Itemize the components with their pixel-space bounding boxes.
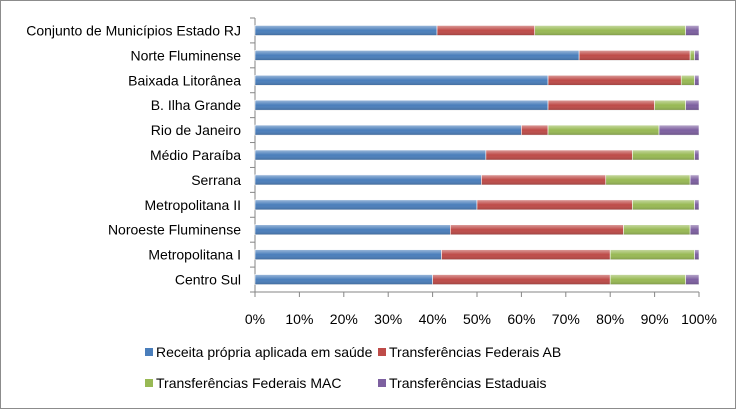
- bar-segment-shade: [659, 125, 699, 136]
- bar-segment-shade: [610, 249, 695, 260]
- category-label: Metropolitana II: [145, 197, 242, 213]
- legend-label: Transferências Federais AB: [389, 344, 561, 360]
- x-tick-label: 80%: [596, 311, 624, 327]
- bar-segment-shade: [450, 224, 624, 235]
- x-tick-label: 70%: [552, 311, 580, 327]
- category-label: Serrana: [191, 172, 241, 188]
- category-label: Rio de Janeiro: [151, 122, 241, 138]
- bar-segment-shade: [605, 174, 691, 185]
- x-tick-label: 50%: [463, 311, 491, 327]
- category-labels: Conjunto de Municípios Estado RJ Norte Fl…: [26, 22, 241, 287]
- category-label: Norte Fluminense: [131, 47, 242, 63]
- x-tick-labels: 0% 10% 20% 30% 40% 50% 60% 70% 80% 90% 100%: [245, 311, 717, 327]
- legend-label: Transferências Federais MAC: [156, 375, 341, 391]
- bar-segment-shade: [610, 274, 686, 285]
- x-tick-label: 0%: [245, 311, 265, 327]
- category-label: Baixada Litorânea: [128, 72, 241, 88]
- bar-segment-shade: [694, 249, 699, 260]
- legend-swatch: [145, 348, 153, 356]
- bar-segment-shade: [255, 100, 549, 111]
- bar-segment-shade: [632, 199, 695, 210]
- bar-segment-shade: [685, 100, 699, 111]
- x-tick-label: 60%: [507, 311, 535, 327]
- bar-segment-shade: [437, 25, 535, 36]
- bar-segment-shade: [255, 249, 442, 260]
- bar-segment-shade: [485, 150, 633, 160]
- axes: [250, 17, 700, 297]
- bar-segment-shade: [255, 199, 477, 210]
- bar-segment-shade: [694, 75, 699, 86]
- bar-segment-shade: [521, 125, 549, 136]
- legend-label: Transferências Estaduais: [389, 375, 546, 391]
- bar-segment-shade: [685, 274, 699, 285]
- bar-segment-shade: [481, 174, 606, 185]
- legend-label: Receita própria aplicada em saúde: [156, 344, 373, 360]
- bar-segment-shade: [579, 50, 691, 61]
- x-tick-label: 20%: [330, 311, 358, 327]
- bar-segment-shade: [632, 150, 695, 160]
- bar-segment-shade: [681, 75, 695, 86]
- bar-segment-shade: [255, 50, 580, 61]
- category-label: B. Ilha Grande: [151, 97, 241, 113]
- bar-segment-shade: [623, 224, 691, 235]
- bar-segment-shade: [548, 125, 660, 136]
- category-label: Noroeste Fluminense: [108, 222, 241, 238]
- bar-segment-shade: [685, 25, 699, 36]
- bar-segment-shade: [255, 125, 522, 136]
- bar-segment-shade: [690, 50, 695, 61]
- legend-swatch: [145, 379, 153, 387]
- bar-segment-shade: [534, 25, 686, 36]
- x-tick-label: 90%: [641, 311, 669, 327]
- bar-segment-shade: [477, 199, 633, 210]
- category-label: Conjunto de Municípios Estado RJ: [26, 22, 241, 38]
- bar-segment-shade: [255, 75, 549, 86]
- bar-segment-shade: [255, 274, 433, 285]
- bar-segment-shade: [654, 100, 686, 111]
- bar-segment-shade: [690, 174, 699, 185]
- x-tick-label: 100%: [681, 311, 717, 327]
- bar-segment-shade: [694, 199, 699, 210]
- bar-segment-shade: [441, 249, 611, 260]
- bar-segment-shade: [694, 150, 699, 160]
- category-label: Centro Sul: [175, 272, 241, 288]
- x-tick-label: 40%: [419, 311, 447, 327]
- category-label: Médio Paraíba: [150, 147, 241, 163]
- bar-segment-shade: [548, 75, 682, 86]
- x-tick-label: 30%: [374, 311, 402, 327]
- bar-segment-shade: [432, 274, 611, 285]
- bar-segment-shade: [255, 224, 451, 235]
- bar-segment-shade: [690, 224, 699, 235]
- bar-segment-shade: [255, 174, 482, 185]
- bar-segment-shade: [255, 25, 438, 36]
- x-tick-label: 10%: [285, 311, 313, 327]
- legend: Receita própria aplicada em saúde Transfe…: [145, 344, 561, 391]
- bar-segment-shade: [548, 100, 655, 111]
- bars: [254, 25, 700, 285]
- bar-segment-shade: [694, 50, 699, 61]
- category-label: Metropolitana I: [148, 247, 241, 263]
- legend-swatch: [378, 379, 386, 387]
- legend-swatch: [378, 348, 386, 356]
- bar-segment-shade: [255, 150, 486, 160]
